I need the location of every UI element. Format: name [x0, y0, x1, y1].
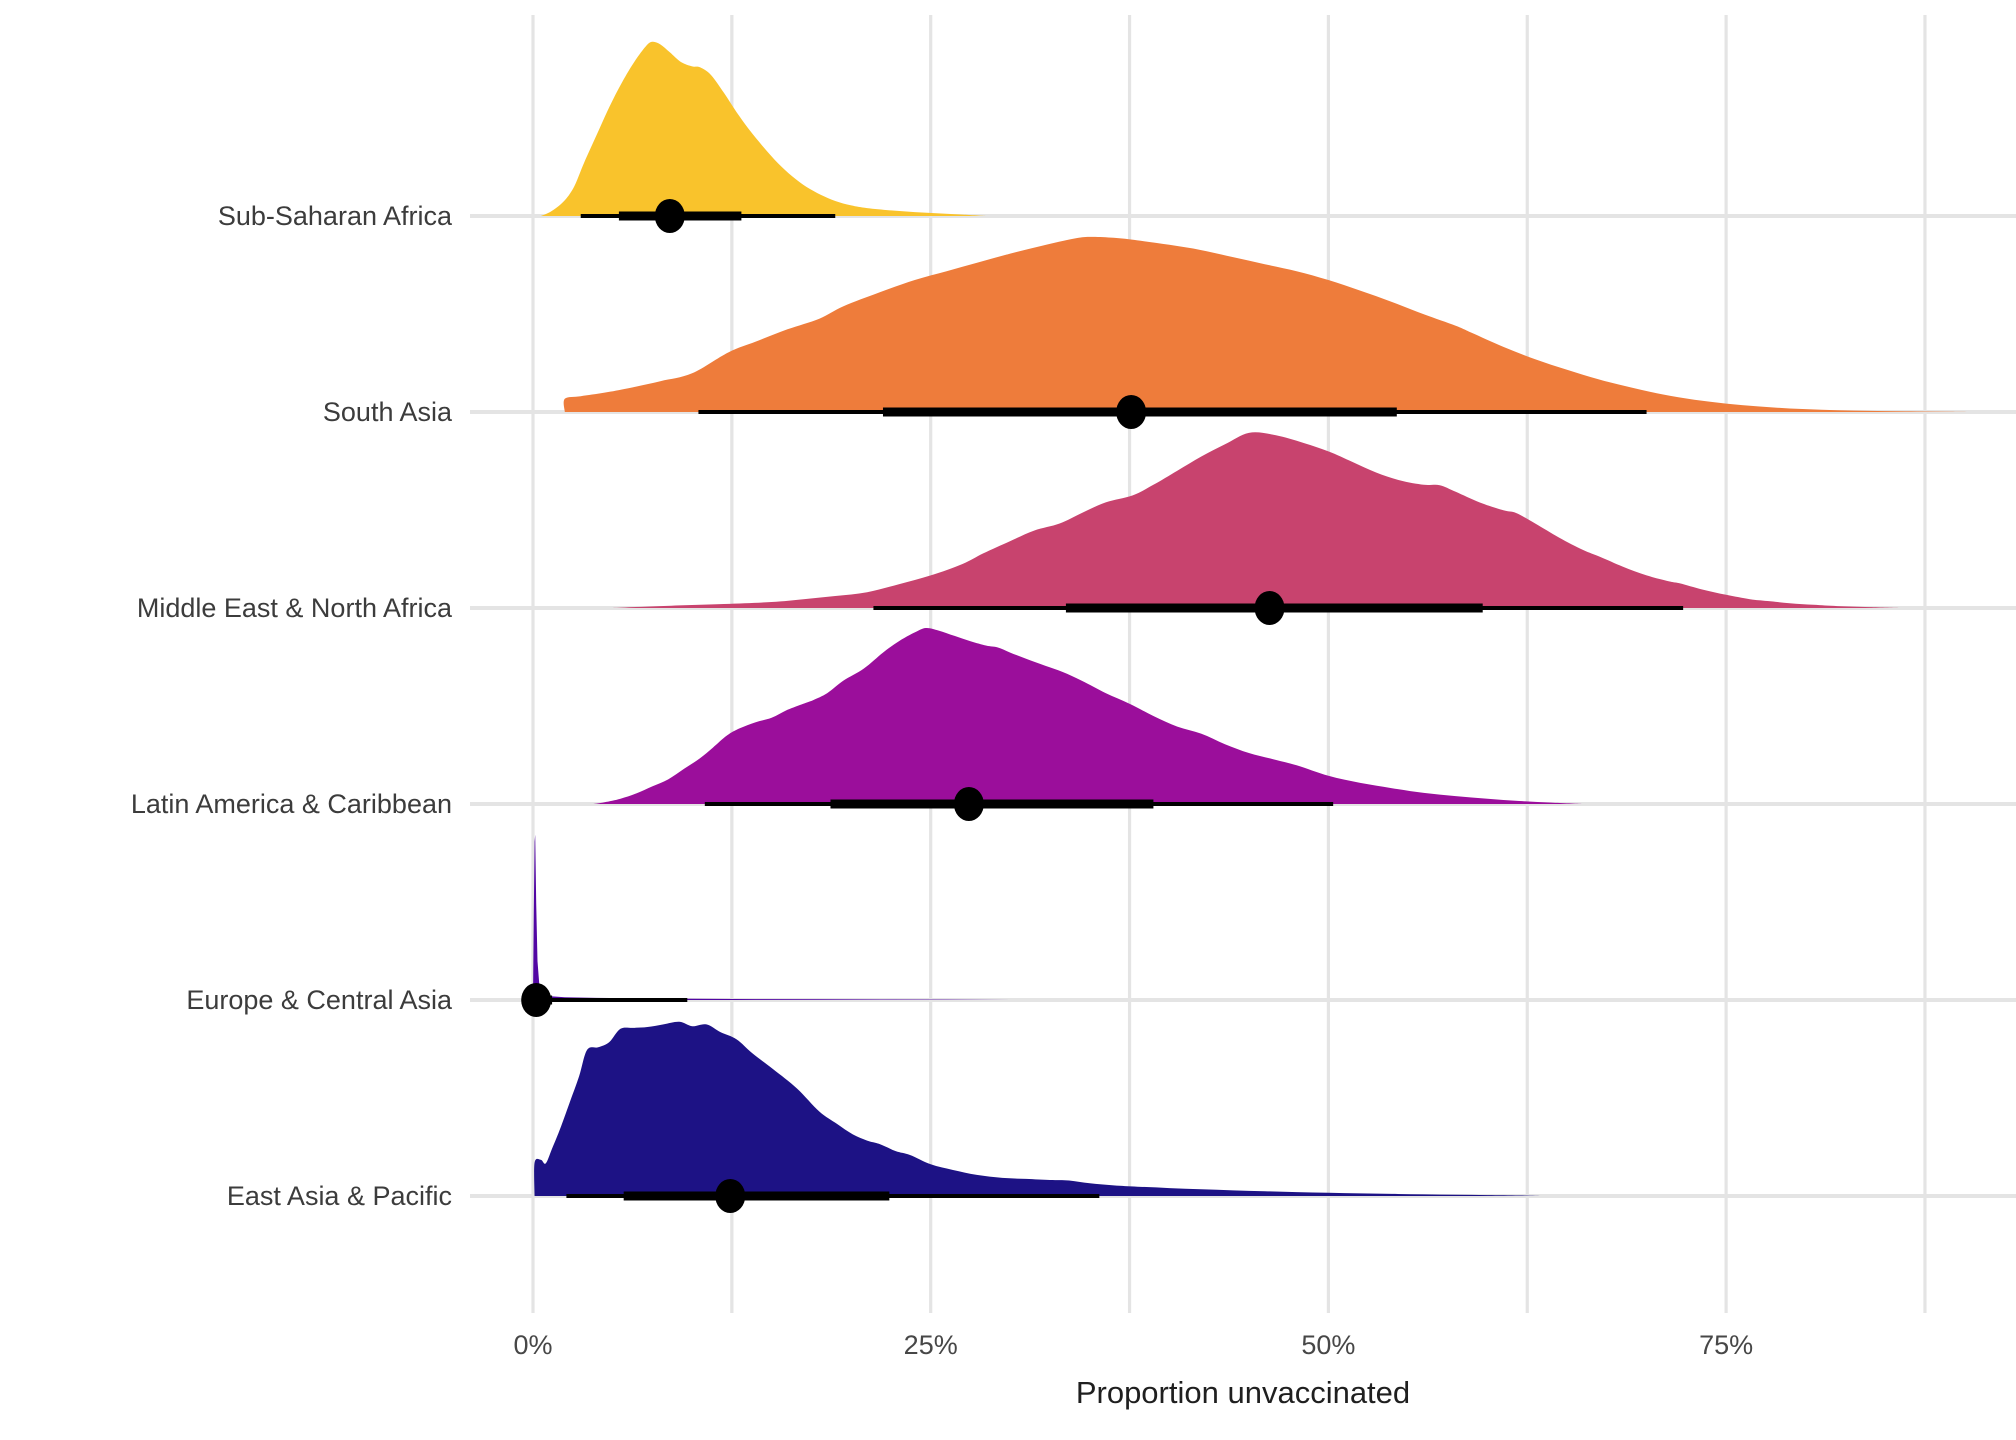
x-tick-label: 75% — [1699, 1330, 1753, 1360]
density-2 — [563, 236, 1981, 412]
interval-95 — [533, 998, 688, 1002]
x-tick-label: 50% — [1301, 1330, 1355, 1360]
region-label: East Asia & Pacific — [227, 1181, 452, 1211]
median-point — [953, 787, 984, 821]
median-point — [715, 1179, 746, 1213]
region-label: Europe & Central Asia — [186, 985, 453, 1015]
density-ridges — [533, 41, 1981, 1196]
region-label: Middle East & North Africa — [137, 593, 453, 623]
region-labels: Sub-Saharan Africa South Asia Middle East … — [131, 201, 453, 1211]
median-point — [521, 983, 552, 1017]
region-label: Latin America & Caribbean — [131, 789, 452, 819]
point-intervals — [521, 199, 1684, 1213]
density-6 — [534, 1021, 1544, 1196]
median-point — [1116, 395, 1147, 429]
x-tick-label: 0% — [513, 1330, 552, 1360]
x-axis-title: Proportion unvaccinated — [1076, 1375, 1410, 1410]
interval-66 — [623, 1191, 890, 1201]
density-4 — [593, 627, 1583, 804]
x-axis-tick-labels: 0% 25% 50% 75% — [513, 1330, 1753, 1360]
median-point — [1254, 591, 1285, 625]
x-tick-label: 25% — [904, 1330, 958, 1360]
interval-66 — [830, 799, 1154, 809]
region-label: Sub-Saharan Africa — [218, 201, 453, 231]
density-3 — [612, 432, 1902, 608]
region-label: South Asia — [323, 397, 453, 427]
density-1 — [540, 41, 987, 217]
median-point — [654, 199, 685, 233]
density-5 — [533, 834, 1011, 1000]
